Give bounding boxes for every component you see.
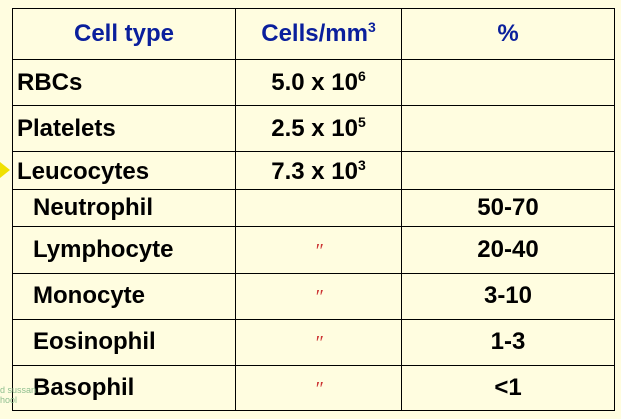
cell-count: ″ — [235, 364, 402, 412]
cell-count: ″ — [235, 272, 402, 320]
cell-type: Leucocytes — [12, 151, 236, 191]
watermark: d sussan hool — [0, 385, 36, 405]
cell-count: ″ — [235, 226, 402, 274]
pointer-arrow-icon — [0, 162, 10, 178]
cell-type: Platelets — [12, 105, 236, 153]
cell-percent: 50-70 — [401, 189, 615, 228]
table-row: Eosinophil ″ 1-3 — [12, 318, 615, 366]
ditto-mark-icon: ″ — [314, 332, 323, 355]
cell-type: RBCs — [12, 58, 236, 107]
cell-count: ″ — [235, 318, 402, 366]
table-row: Monocyte ″ 3-10 — [12, 272, 615, 320]
header-cell-type: Cell type — [12, 8, 236, 60]
cell-percent — [401, 151, 615, 191]
cell-type: Eosinophil — [12, 318, 236, 366]
cell-percent: <1 — [401, 364, 615, 412]
ditto-mark-icon: ″ — [314, 377, 323, 400]
header-percent: % — [401, 8, 615, 60]
cell-type: Monocyte — [12, 272, 236, 320]
cell-percent: 3-10 — [401, 272, 615, 320]
cell-percent: 20-40 — [401, 226, 615, 274]
table-row: Lymphocyte ″ 20-40 — [12, 226, 615, 274]
ditto-mark-icon: ″ — [314, 240, 323, 262]
table-row: Neutrophil 50-70 — [12, 189, 615, 228]
watermark-line: d sussan — [0, 385, 37, 395]
cell-percent — [401, 105, 615, 153]
cell-type: Lymphocyte — [12, 226, 236, 274]
table-row: Basophil ″ <1 — [12, 364, 615, 412]
header-cells-per-mm3: Cells/mm3 — [235, 8, 402, 60]
cell-count-table: Cell type Cells/mm3 % RBCs 5.0 x 106 Pla… — [12, 8, 615, 412]
cell-type: Neutrophil — [12, 189, 236, 228]
table-row: Leucocytes 7.3 x 103 — [12, 151, 615, 191]
table-header-row: Cell type Cells/mm3 % — [12, 8, 615, 60]
cell-percent: 1-3 — [401, 318, 615, 366]
ditto-mark-icon: ″ — [314, 286, 323, 309]
watermark-line: hool — [0, 395, 18, 405]
cell-count: 7.3 x 103 — [235, 151, 402, 191]
table-row: RBCs 5.0 x 106 — [12, 58, 615, 107]
cell-type: Basophil — [12, 364, 236, 412]
cell-count — [235, 189, 402, 228]
table-row: Platelets 2.5 x 105 — [12, 105, 615, 153]
cell-count: 5.0 x 106 — [235, 58, 402, 107]
cell-count: 2.5 x 105 — [235, 105, 402, 153]
cell-percent — [401, 58, 615, 107]
